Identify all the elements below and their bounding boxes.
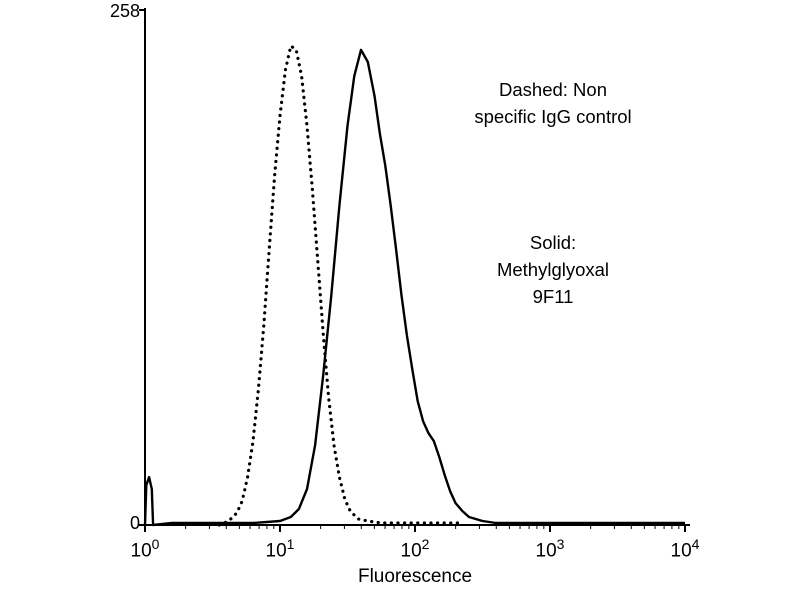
x-tick-10e0: 100 — [131, 536, 160, 562]
x-tick-base: 10 — [130, 540, 152, 562]
x-tick-10e1: 101 — [266, 536, 295, 562]
x-tick-exponent: 1 — [286, 536, 295, 552]
annotation-line: Solid: — [529, 232, 577, 253]
x-tick-base: 10 — [670, 540, 692, 562]
annotation-line: 9F11 — [532, 286, 574, 307]
x-tick-base: 10 — [400, 540, 422, 562]
annotation-dashed-series: Dashed: Non specific IgG control — [474, 76, 631, 130]
x-tick-exponent: 4 — [691, 536, 700, 552]
y-axis-min-label: 0 — [129, 513, 140, 533]
x-tick-exponent: 0 — [151, 536, 160, 552]
y-axis-max-label: 258 — [109, 1, 140, 21]
dashed-curve — [217, 44, 464, 527]
annotation-line: specific IgG control — [474, 106, 632, 127]
annotation-solid-series: Solid: Methylglyoxal 9F11 — [497, 229, 609, 310]
x-tick-10e4: 104 — [671, 536, 700, 562]
x-tick-exponent: 2 — [421, 536, 430, 552]
annotation-line: Methylglyoxal — [496, 259, 610, 280]
x-tick-base: 10 — [265, 540, 287, 562]
x-tick-base: 10 — [535, 540, 557, 562]
x-tick-10e2: 102 — [401, 536, 430, 562]
x-tick-exponent: 3 — [556, 536, 565, 552]
x-tick-10e3: 103 — [536, 536, 565, 562]
x-axis-title: Fluorescence — [357, 566, 473, 587]
annotation-line: Dashed: Non — [499, 79, 607, 100]
solid-curve — [143, 48, 685, 527]
